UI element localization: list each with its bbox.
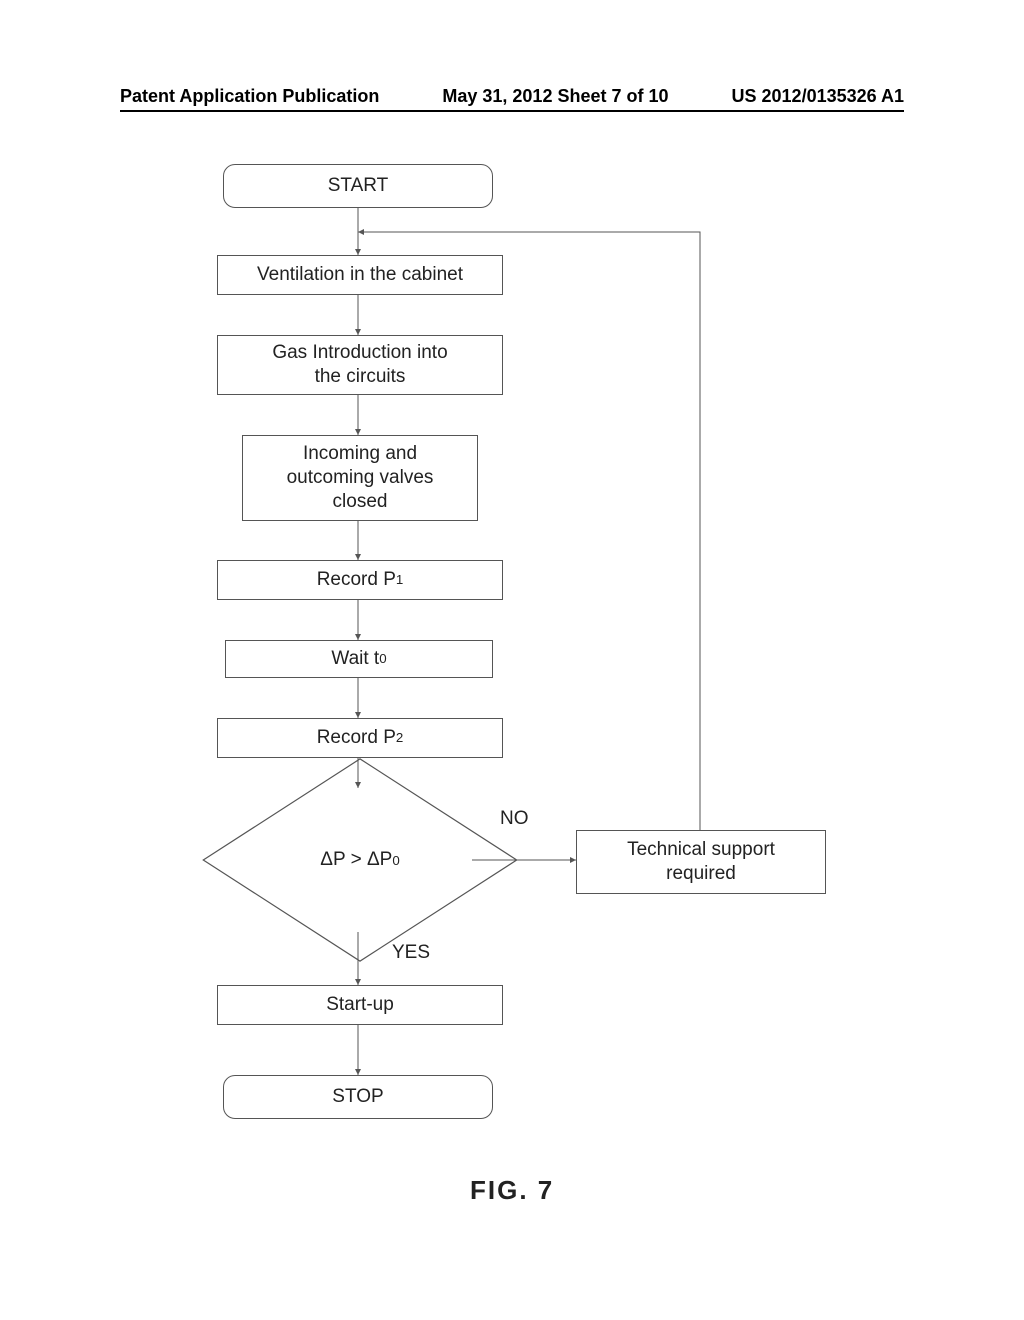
header-left: Patent Application Publication	[120, 86, 379, 107]
flow-node-startup: Start-up	[217, 985, 503, 1025]
page: Patent Application Publication May 31, 2…	[0, 0, 1024, 1320]
header-center: May 31, 2012 Sheet 7 of 10	[442, 86, 668, 107]
edge-label-no: NO	[500, 808, 529, 830]
page-header: Patent Application Publication May 31, 2…	[120, 86, 904, 107]
flow-node-gas: Gas Introduction intothe circuits	[217, 335, 503, 395]
edge-label-yes: YES	[392, 942, 430, 964]
flow-node-wait: Wait t0	[225, 640, 493, 678]
flow-node-recp2: Record P2	[217, 718, 503, 758]
flow-node-recp1: Record P1	[217, 560, 503, 600]
flow-node-start: START	[223, 164, 493, 208]
header-rule	[120, 110, 904, 112]
flow-node-valves: Incoming andoutcoming valvesclosed	[242, 435, 478, 521]
figure-label: FIG. 7	[470, 1175, 554, 1206]
flowchart-connectors	[0, 0, 1024, 1320]
flow-node-vent: Ventilation in the cabinet	[217, 255, 503, 295]
flow-node-support: Technical supportrequired	[576, 830, 826, 894]
flow-node-stop: STOP	[223, 1075, 493, 1119]
header-right: US 2012/0135326 A1	[732, 86, 904, 107]
decision-label: ΔP > ΔP0	[270, 846, 450, 874]
